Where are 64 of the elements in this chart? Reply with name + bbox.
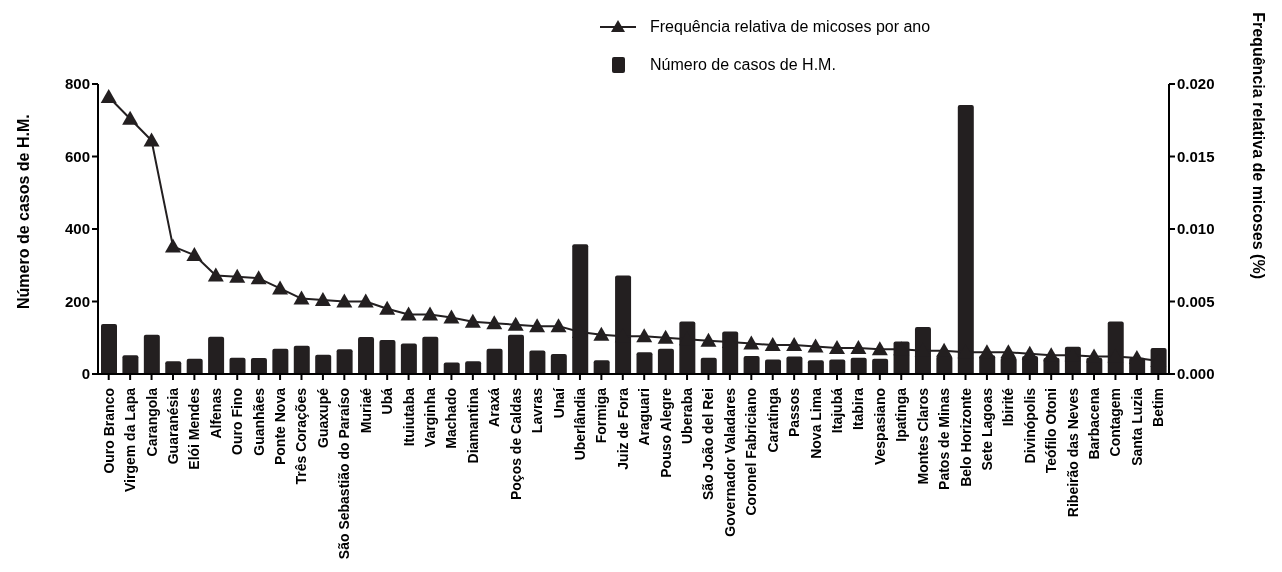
x-tick-label: Coronel Fabriciano xyxy=(743,388,760,516)
y2-tick-label: 0.010 xyxy=(1177,220,1215,238)
x-tick-label: Machado xyxy=(443,388,460,449)
y2-tick-label: 0.015 xyxy=(1177,147,1215,165)
x-tick-label: Lavras xyxy=(529,387,546,434)
x-tick-label: Pouso Alegre xyxy=(657,387,674,478)
y2-axis-title: Frequência relativa de micoses (%) xyxy=(1250,12,1268,279)
x-tick-label: Uberlândia xyxy=(571,387,588,461)
x-tick-label: Teófilo Otoni xyxy=(1043,388,1060,474)
y-tick-label: 400 xyxy=(64,220,90,238)
x-tick-label: Diamantina xyxy=(464,387,481,464)
x-tick-label: Ubá xyxy=(379,387,396,415)
x-tick-label: Montes Claros xyxy=(914,387,931,485)
x-tick-label: Unaí xyxy=(550,386,567,419)
x-tick-label: Itajubá xyxy=(828,387,845,434)
y-tick-label: 0 xyxy=(81,365,90,383)
x-tick-label: Caratinga xyxy=(764,387,781,453)
x-tick-label: Ouro Fino xyxy=(229,388,246,455)
x-tick-label: Divinópolis xyxy=(1021,387,1038,464)
x-tick-label: Elói Mendes xyxy=(186,387,203,470)
x-tick-label: Santa Luzia xyxy=(1128,387,1145,466)
x-tick-label: Varginha xyxy=(422,387,439,448)
x-tick-label: Uberaba xyxy=(679,387,696,445)
x-tick-label: Ituiutaba xyxy=(400,387,417,447)
x-tick-label: Araxá xyxy=(486,387,503,427)
y2-tick-label: 0.020 xyxy=(1177,75,1215,93)
x-tick-label: Ibirité xyxy=(1000,387,1017,427)
y-tick-label: 200 xyxy=(64,292,90,310)
x-tick-label: Governador Valadares xyxy=(721,387,738,537)
legend-label: Frequência relativa de micoses por ano xyxy=(650,18,931,36)
x-tick-label: Vespasiano xyxy=(871,388,888,466)
x-tick-label: Três Corações xyxy=(293,387,310,485)
x-tick-label: Barbacena xyxy=(1086,387,1103,460)
y-tick-label: 600 xyxy=(64,147,90,165)
x-tick-label: Contagem xyxy=(1107,388,1124,457)
x-tick-label: Passos xyxy=(786,387,803,438)
x-tick-label: Ouro Branco xyxy=(100,388,117,474)
legend-label: Número de casos de H.M. xyxy=(650,56,836,74)
x-tick-label: Araguari xyxy=(636,388,653,446)
x-tick-label: Ponte Nova xyxy=(272,387,289,466)
x-tick-label: Poços de Caldas xyxy=(507,387,524,501)
x-tick-label: Ribeirão das Neves xyxy=(1064,387,1081,518)
x-tick-label: Carangola xyxy=(143,387,160,457)
x-tick-label: Formiga xyxy=(593,387,610,444)
y-axis-title: Número de casos de H.M. xyxy=(14,114,32,309)
y2-tick-label: 0.005 xyxy=(1177,292,1215,310)
x-tick-label: São João del Rei xyxy=(700,388,717,501)
x-tick-label: Muriaé xyxy=(357,387,374,434)
x-tick-label: Patos de Minas xyxy=(936,387,953,490)
x-tick-label: Belo Horizonte xyxy=(957,387,974,487)
x-tick-label: Sete Lagoas xyxy=(978,387,995,471)
y-tick-label: 800 xyxy=(64,75,90,93)
x-tick-label: Guanhães xyxy=(250,387,267,456)
x-tick-label: Virgem da Lapa xyxy=(122,387,139,493)
x-tick-label: Alfenas xyxy=(207,387,224,439)
x-tick-label: Nova Lima xyxy=(807,387,824,459)
x-tick-label: Juiz de Fora xyxy=(614,387,631,470)
x-tick-label: Guaranésia xyxy=(164,387,181,465)
x-tick-label: São Sebastião do Paraíso xyxy=(336,388,353,560)
x-tick-label: Betim xyxy=(1150,388,1167,427)
y2-tick-label: 0.000 xyxy=(1177,365,1215,383)
x-tick-label: Guaxupé xyxy=(314,387,331,448)
x-tick-label: Itabira xyxy=(850,387,867,431)
x-tick-label: Ipatinga xyxy=(893,387,910,442)
